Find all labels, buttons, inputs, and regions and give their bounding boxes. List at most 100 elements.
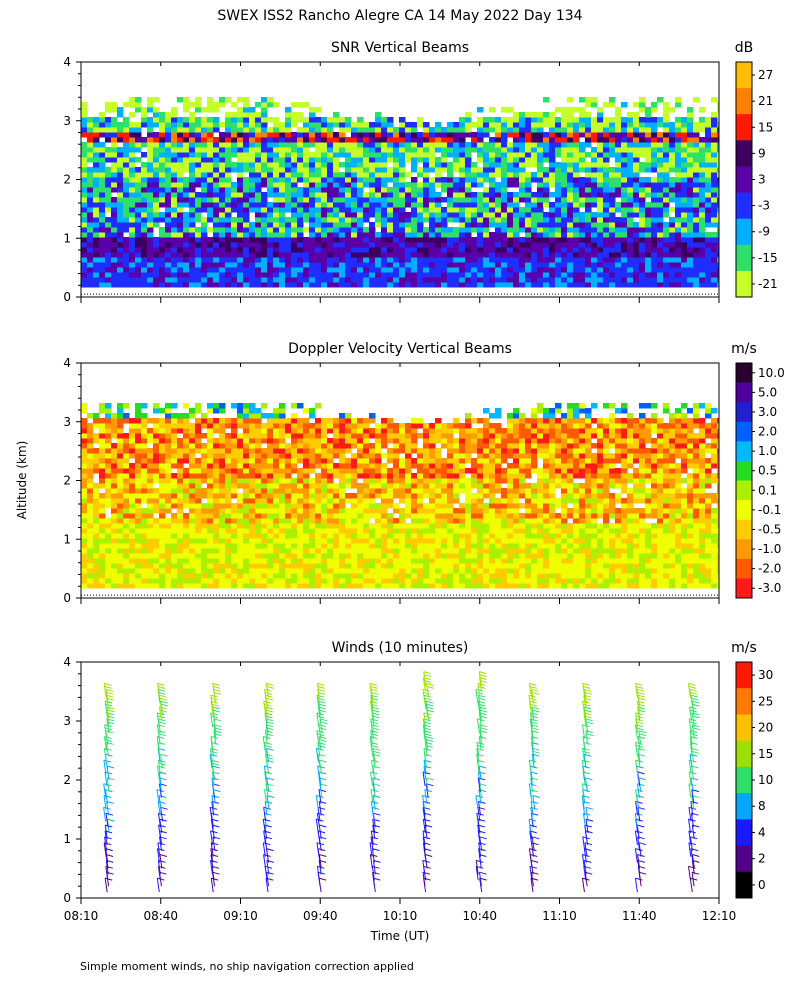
heat-cell bbox=[207, 137, 214, 143]
heat-cell bbox=[189, 262, 196, 268]
heat-cell bbox=[321, 227, 328, 233]
heat-cell bbox=[669, 262, 676, 268]
heat-cell bbox=[177, 563, 184, 569]
heat-cell bbox=[99, 543, 106, 549]
heat-cell bbox=[111, 127, 118, 133]
heat-cell bbox=[513, 232, 520, 238]
heat-cell bbox=[81, 142, 88, 148]
heat-cell bbox=[123, 127, 130, 133]
heat-cell bbox=[141, 573, 148, 579]
heat-cell bbox=[495, 132, 502, 138]
heat-cell bbox=[129, 97, 136, 103]
heat-cell bbox=[81, 518, 88, 524]
heat-cell bbox=[369, 277, 376, 283]
heat-cell bbox=[117, 157, 124, 163]
heat-cell bbox=[411, 257, 418, 263]
heat-cell bbox=[381, 207, 388, 213]
heat-cell bbox=[663, 107, 670, 113]
heat-cell bbox=[147, 237, 154, 243]
heat-cell bbox=[237, 187, 244, 193]
heat-cell bbox=[153, 433, 160, 439]
heat-cell bbox=[183, 127, 190, 133]
heat-cell bbox=[405, 202, 412, 208]
heat-cell bbox=[165, 222, 172, 228]
heat-cell bbox=[657, 182, 664, 188]
heat-cell bbox=[663, 117, 670, 123]
heat-cell bbox=[435, 282, 442, 288]
heat-cell bbox=[189, 423, 196, 429]
heat-cell bbox=[375, 272, 382, 278]
heat-cell bbox=[81, 473, 88, 479]
heat-cell bbox=[309, 162, 316, 168]
heat-cell bbox=[339, 132, 346, 138]
heat-cell bbox=[717, 277, 719, 283]
heat-cell bbox=[279, 147, 286, 153]
heat-cell bbox=[633, 167, 640, 173]
heat-cell bbox=[165, 162, 172, 168]
heat-cell bbox=[135, 237, 142, 243]
heat-cell bbox=[219, 528, 226, 534]
heat-cell bbox=[447, 242, 454, 248]
heat-cell bbox=[351, 137, 358, 143]
heat-cell bbox=[135, 503, 142, 509]
heat-cell bbox=[87, 578, 94, 584]
colorbar-swatch bbox=[736, 218, 752, 246]
heat-cell bbox=[249, 458, 256, 464]
heat-cell bbox=[435, 242, 442, 248]
heat-cell bbox=[285, 207, 292, 213]
heat-cell bbox=[213, 282, 220, 288]
heat-cell bbox=[201, 543, 208, 549]
heat-cell bbox=[429, 217, 436, 223]
heat-cell bbox=[303, 573, 310, 579]
heat-cell bbox=[513, 167, 520, 173]
heat-cell bbox=[471, 122, 478, 128]
heat-cell bbox=[183, 503, 190, 509]
heat-cell bbox=[219, 418, 226, 424]
heat-cell bbox=[717, 182, 719, 188]
heat-cell bbox=[243, 132, 250, 138]
heat-cell bbox=[243, 568, 250, 574]
heat-cell bbox=[279, 518, 286, 524]
heat-cell bbox=[309, 182, 316, 188]
heat-cell bbox=[561, 167, 568, 173]
heat-cell bbox=[279, 142, 286, 148]
heat-cell bbox=[297, 207, 304, 213]
heat-cell bbox=[639, 197, 646, 203]
heat-cell bbox=[411, 192, 418, 198]
heat-cell bbox=[207, 573, 214, 579]
heat-cell bbox=[135, 257, 142, 263]
heat-cell bbox=[717, 237, 719, 243]
heat-cell bbox=[495, 187, 502, 193]
heat-cell bbox=[531, 127, 538, 133]
heat-cell bbox=[465, 112, 472, 118]
heat-cell bbox=[573, 262, 580, 268]
heat-cell bbox=[705, 247, 712, 253]
heat-cell bbox=[531, 267, 538, 273]
heat-cell bbox=[219, 152, 226, 158]
heat-cell bbox=[123, 182, 130, 188]
heat-cell bbox=[711, 127, 718, 133]
heat-cell bbox=[669, 272, 676, 278]
heat-cell bbox=[129, 508, 136, 514]
heat-cell bbox=[567, 222, 574, 228]
heat-cell bbox=[105, 403, 112, 409]
heat-cell bbox=[573, 197, 580, 203]
heat-cell bbox=[513, 272, 520, 278]
heat-cell bbox=[309, 262, 316, 268]
heat-cell bbox=[345, 207, 352, 213]
heat-cell bbox=[183, 468, 190, 474]
heat-cell bbox=[165, 122, 172, 128]
heat-cell bbox=[699, 277, 706, 283]
heat-cell bbox=[195, 508, 202, 514]
heat-cell bbox=[201, 563, 208, 569]
heat-cell bbox=[465, 237, 472, 243]
heat-cell bbox=[417, 207, 424, 213]
heat-cell bbox=[159, 548, 166, 554]
heat-cell bbox=[381, 202, 388, 208]
heat-cell bbox=[135, 187, 142, 193]
heat-cell bbox=[327, 182, 334, 188]
heat-cell bbox=[279, 468, 286, 474]
heat-cell bbox=[387, 172, 394, 178]
heat-cell bbox=[99, 167, 106, 173]
heat-cell bbox=[711, 262, 718, 268]
